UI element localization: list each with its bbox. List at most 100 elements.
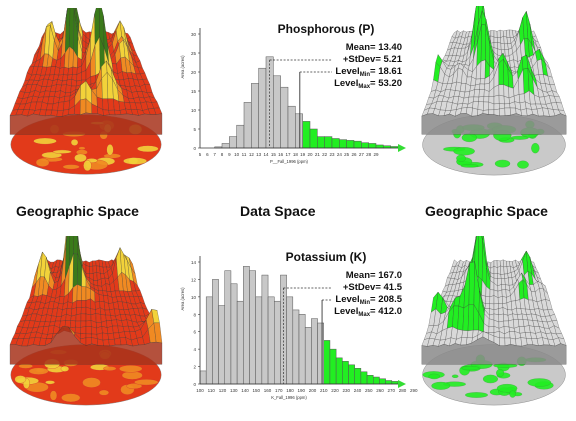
- y-tick-label: 12: [191, 277, 197, 282]
- contour-patch: [119, 365, 143, 373]
- surface-mesh-cell: [81, 286, 87, 301]
- surface-mesh-cell: [85, 298, 91, 309]
- x-tick-label: 12: [249, 152, 255, 157]
- surface-mesh-cell: [69, 8, 75, 51]
- surface-mesh-cell: [509, 331, 516, 340]
- histogram-bar: [251, 83, 259, 149]
- x-tick-label: 140: [241, 388, 249, 393]
- x-tick-label: 270: [387, 388, 395, 393]
- x-tick-label: 210: [320, 388, 328, 393]
- y-tick-label: 20: [191, 70, 197, 75]
- surface-mesh-cell: [72, 253, 78, 288]
- histogram-bar: [317, 322, 324, 385]
- histogram-bar: [280, 86, 289, 149]
- contour-patch: [70, 139, 79, 146]
- histogram-bar: [224, 270, 232, 385]
- y-tick-label: 25: [191, 51, 197, 56]
- histogram-bar: [236, 300, 244, 385]
- surface-mesh-cell: [493, 103, 500, 110]
- stat-label: Mean= 167.0: [346, 270, 402, 281]
- histogram-bar: [304, 327, 312, 385]
- histogram-bar: [342, 361, 349, 385]
- surface-mesh-cell: [102, 332, 109, 341]
- surface-mesh-cell: [85, 326, 92, 335]
- contour-patch: [49, 390, 58, 401]
- contour-patch: [461, 133, 478, 143]
- surface-mesh-cell: [493, 308, 499, 315]
- surface-mesh-cell: [498, 307, 504, 315]
- surface-mesh-cell: [73, 236, 79, 255]
- surface-mesh-cell: [80, 306, 87, 315]
- x-tick-label: 180: [286, 388, 294, 393]
- surface-mesh-cell: [515, 337, 522, 347]
- surface-mesh-cell: [76, 300, 82, 308]
- y-tick-label: 10: [191, 295, 197, 300]
- surface-mesh-cell: [493, 36, 498, 43]
- surface-mesh-cell: [466, 330, 474, 339]
- x-tick-label: 19: [300, 152, 306, 157]
- histogram-bar: [249, 270, 256, 385]
- surface-mesh-cell: [57, 101, 65, 111]
- x-tick-label: 150: [252, 388, 260, 393]
- surface-mesh-cell: [497, 296, 503, 304]
- surface-mesh-cell: [503, 259, 508, 268]
- histogram-bar: [379, 378, 386, 385]
- contour-patch: [431, 381, 451, 390]
- x-tick-label: 190: [297, 388, 305, 393]
- surface-mesh-cell: [93, 271, 98, 281]
- surface-mesh-cell: [76, 307, 82, 316]
- axis-arrow: [398, 144, 406, 152]
- x-tick-label: 17: [285, 152, 291, 157]
- contour-patch: [465, 392, 488, 398]
- histogram-bar: [317, 136, 325, 149]
- contour-patch: [461, 366, 480, 371]
- x-tick-label: 260: [376, 388, 384, 393]
- histogram-bar: [295, 113, 303, 149]
- y-tick-label: 30: [191, 32, 197, 37]
- surface-mesh-cell: [473, 89, 480, 98]
- stat-label: LevelMax= 412.0: [334, 306, 402, 318]
- geographic-surface-map-k-threshold: [421, 236, 567, 406]
- surface-mesh-cell: [85, 286, 91, 301]
- surface-mesh-cell: [70, 320, 76, 328]
- label-data-space: Data Space: [240, 203, 316, 219]
- surface-mesh-cell: [65, 84, 72, 93]
- x-tick-label: 16: [278, 152, 284, 157]
- histogram-bar: [366, 375, 374, 385]
- stat-label: LevelMin= 208.5: [335, 294, 402, 306]
- surface-mesh-cell: [108, 339, 116, 347]
- contour-patch: [14, 375, 27, 384]
- surface-mesh-cell: [488, 326, 495, 333]
- histogram-bar: [323, 340, 331, 385]
- surface-mesh-cell: [75, 313, 82, 322]
- histogram-bar: [243, 102, 252, 149]
- y-tick-label: 10: [191, 108, 197, 113]
- surface-mesh-cell: [501, 284, 506, 291]
- surface-mesh-cell: [85, 333, 92, 338]
- surface-mesh-cell: [489, 295, 495, 305]
- x-tick-label: 290: [410, 388, 418, 393]
- histogram-bar: [353, 140, 362, 149]
- surface-mesh-cell: [80, 326, 87, 334]
- surface-mesh-cell: [95, 313, 102, 323]
- surface-mesh-cell: [493, 273, 498, 279]
- surface-mesh-cell: [107, 98, 115, 111]
- contour-patch: [83, 160, 92, 172]
- contour-patch: [61, 393, 81, 403]
- contour-patch: [78, 146, 86, 150]
- histogram-bar: [339, 139, 347, 149]
- surface-mesh-cell: [89, 265, 94, 274]
- surface-mesh-cell: [479, 78, 486, 85]
- contour-patch: [103, 366, 117, 371]
- surface-mesh-cell: [484, 303, 490, 309]
- surface-mesh-cell: [503, 84, 510, 99]
- surface-mesh-cell: [468, 261, 475, 305]
- surface-mesh-cell: [89, 260, 93, 267]
- surface-mesh-cell: [499, 337, 506, 346]
- axis-arrow: [398, 380, 406, 388]
- surface-mesh-cell: [498, 84, 505, 97]
- x-tick-label: 100: [196, 388, 204, 393]
- contour-patch: [134, 379, 159, 386]
- histogram-bar: [221, 143, 230, 149]
- x-tick-label: 13: [256, 152, 262, 157]
